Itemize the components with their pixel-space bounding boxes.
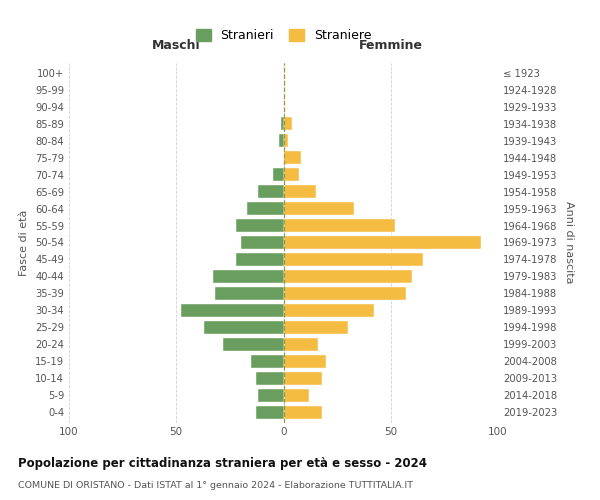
Y-axis label: Anni di nascita: Anni di nascita [565,201,574,284]
Y-axis label: Fasce di età: Fasce di età [19,210,29,276]
Bar [284,406,322,419]
Bar [241,236,284,249]
Bar [284,117,292,130]
Bar [223,338,284,351]
Bar [204,321,284,334]
Bar [284,202,354,215]
Bar [258,185,284,198]
Bar [284,338,318,351]
Bar [284,219,395,232]
Bar [258,388,284,402]
Bar [251,354,284,368]
Bar [256,372,284,385]
Bar [284,253,423,266]
Bar [284,151,301,164]
Bar [181,304,284,317]
Bar [284,354,326,368]
Bar [284,270,412,283]
Bar [281,117,284,130]
Bar [284,168,299,181]
Bar [284,321,348,334]
Bar [279,134,284,147]
Bar [284,388,309,402]
Bar [213,270,284,283]
Text: COMUNE DI ORISTANO - Dati ISTAT al 1° gennaio 2024 - Elaborazione TUTTITALIA.IT: COMUNE DI ORISTANO - Dati ISTAT al 1° ge… [18,481,413,490]
Legend: Stranieri, Straniere: Stranieri, Straniere [192,26,375,46]
Text: Femmine: Femmine [359,40,423,52]
Bar [273,168,284,181]
Bar [256,406,284,419]
Bar [236,219,284,232]
Text: Maschi: Maschi [152,40,200,52]
Bar [236,253,284,266]
Text: Popolazione per cittadinanza straniera per età e sesso - 2024: Popolazione per cittadinanza straniera p… [18,458,427,470]
Bar [284,185,316,198]
Bar [284,236,481,249]
Bar [284,134,288,147]
Bar [247,202,284,215]
Bar [284,287,406,300]
Bar [215,287,284,300]
Bar [284,372,322,385]
Bar [284,304,374,317]
